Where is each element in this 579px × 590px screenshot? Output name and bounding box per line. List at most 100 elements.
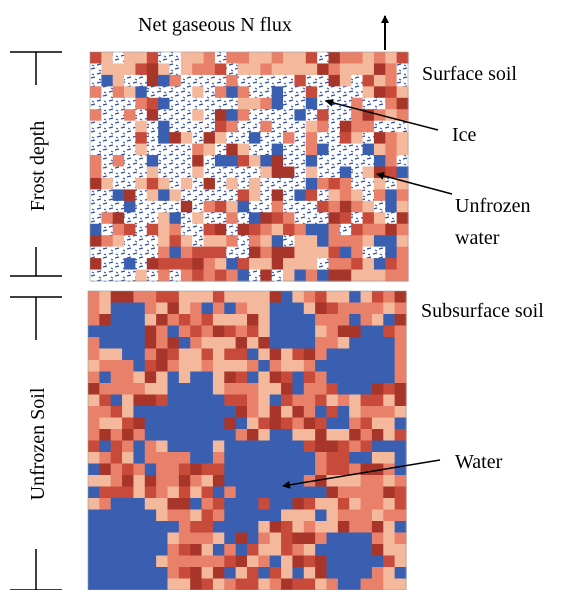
- soil-cell: [258, 302, 271, 315]
- soil-cell: [271, 63, 284, 76]
- soil-cell: [315, 452, 328, 465]
- water-cell: [122, 578, 135, 590]
- soil-cell: [258, 498, 271, 511]
- soil-cell: [362, 120, 375, 133]
- water-cell: [156, 567, 169, 580]
- ice-cell: [112, 200, 125, 213]
- water-cell: [133, 521, 146, 534]
- soil-cell: [351, 63, 364, 76]
- ice-cell: [396, 63, 409, 76]
- soil-cell: [394, 360, 407, 373]
- ice-cell: [260, 143, 273, 156]
- soil-cell: [133, 429, 146, 442]
- soil-cell: [339, 132, 352, 145]
- soil-cell: [133, 475, 146, 488]
- water-cell: [156, 532, 169, 545]
- soil-cell: [201, 555, 214, 568]
- ice-cell: [169, 63, 182, 76]
- water-cell: [269, 463, 282, 476]
- soil-cell: [203, 200, 216, 213]
- soil-cell: [99, 291, 112, 304]
- soil-cell: [88, 371, 100, 384]
- soil-cell: [214, 258, 227, 271]
- soil-cell: [180, 246, 193, 259]
- soil-cell: [224, 360, 237, 373]
- ice-cell: [101, 166, 114, 179]
- soil-cell: [328, 223, 341, 236]
- water-cell: [90, 223, 102, 236]
- soil-cell: [283, 63, 296, 76]
- water-cell: [235, 440, 248, 453]
- ice-cell: [283, 200, 296, 213]
- ice-cell: [112, 258, 125, 271]
- water-cell: [360, 383, 373, 396]
- ice-cell: [328, 86, 341, 99]
- ice-cell: [317, 155, 330, 168]
- ice-cell: [180, 109, 193, 122]
- water-cell: [156, 521, 169, 534]
- soil-cell: [394, 394, 407, 407]
- soil-cell: [156, 302, 169, 315]
- ice-cell: [260, 132, 273, 145]
- soil-cell: [167, 337, 180, 350]
- soil-cell: [292, 348, 305, 361]
- soil-cell: [305, 269, 318, 282]
- soil-cell: [292, 291, 305, 304]
- soil-cell: [337, 475, 350, 488]
- ice-cell: [351, 86, 364, 99]
- ice-cell: [101, 200, 114, 213]
- left-scale: [10, 51, 62, 590]
- unfrozen-water-pointer: [376, 171, 453, 195]
- soil-cell: [158, 177, 171, 190]
- water-cell: [156, 406, 169, 419]
- soil-cell: [303, 578, 316, 590]
- water-label: Water: [455, 451, 503, 473]
- water-cell: [99, 509, 112, 522]
- water-cell: [226, 86, 239, 99]
- soil-cell: [167, 532, 180, 545]
- water-cell: [339, 166, 352, 179]
- water-cell: [237, 269, 250, 282]
- soil-cell: [226, 235, 239, 248]
- soil-cell: [396, 132, 409, 145]
- water-cell: [326, 348, 339, 361]
- soil-cell: [167, 291, 180, 304]
- soil-cell: [99, 360, 112, 373]
- soil-cell: [146, 166, 159, 179]
- water-cell: [99, 555, 112, 568]
- ice-cell: [203, 166, 216, 179]
- soil-cell: [292, 544, 305, 557]
- ice-cell: [373, 200, 386, 213]
- soil-cell: [328, 269, 341, 282]
- soil-cell: [237, 258, 250, 271]
- ice-cell: [283, 86, 296, 99]
- soil-cell: [156, 555, 169, 568]
- soil-cell: [351, 269, 364, 282]
- water-cell: [167, 429, 180, 442]
- soil-cell: [269, 291, 282, 304]
- soil-cell: [178, 360, 191, 373]
- soil-cell: [373, 52, 386, 65]
- soil-cell: [315, 567, 328, 580]
- soil-cell: [328, 235, 341, 248]
- soil-cell: [349, 429, 362, 442]
- ice-cell: [317, 189, 330, 202]
- ice-cell: [158, 200, 171, 213]
- ice-cell: [135, 166, 148, 179]
- ice-cell: [237, 166, 250, 179]
- soil-cell: [122, 394, 135, 407]
- ice-cell: [283, 155, 296, 168]
- soil-cell: [303, 532, 316, 545]
- soil-cell: [303, 348, 316, 361]
- water-cell: [247, 521, 259, 534]
- soil-cell: [135, 143, 148, 156]
- soil-cell: [394, 371, 407, 384]
- water-cell: [373, 155, 386, 168]
- soil-cell: [226, 212, 239, 225]
- soil-cell: [283, 258, 296, 271]
- ice-cell: [169, 86, 182, 99]
- soil-cell: [99, 383, 112, 396]
- soil-cell: [122, 371, 135, 384]
- soil-cell: [146, 177, 159, 190]
- ice-cell: [362, 246, 375, 259]
